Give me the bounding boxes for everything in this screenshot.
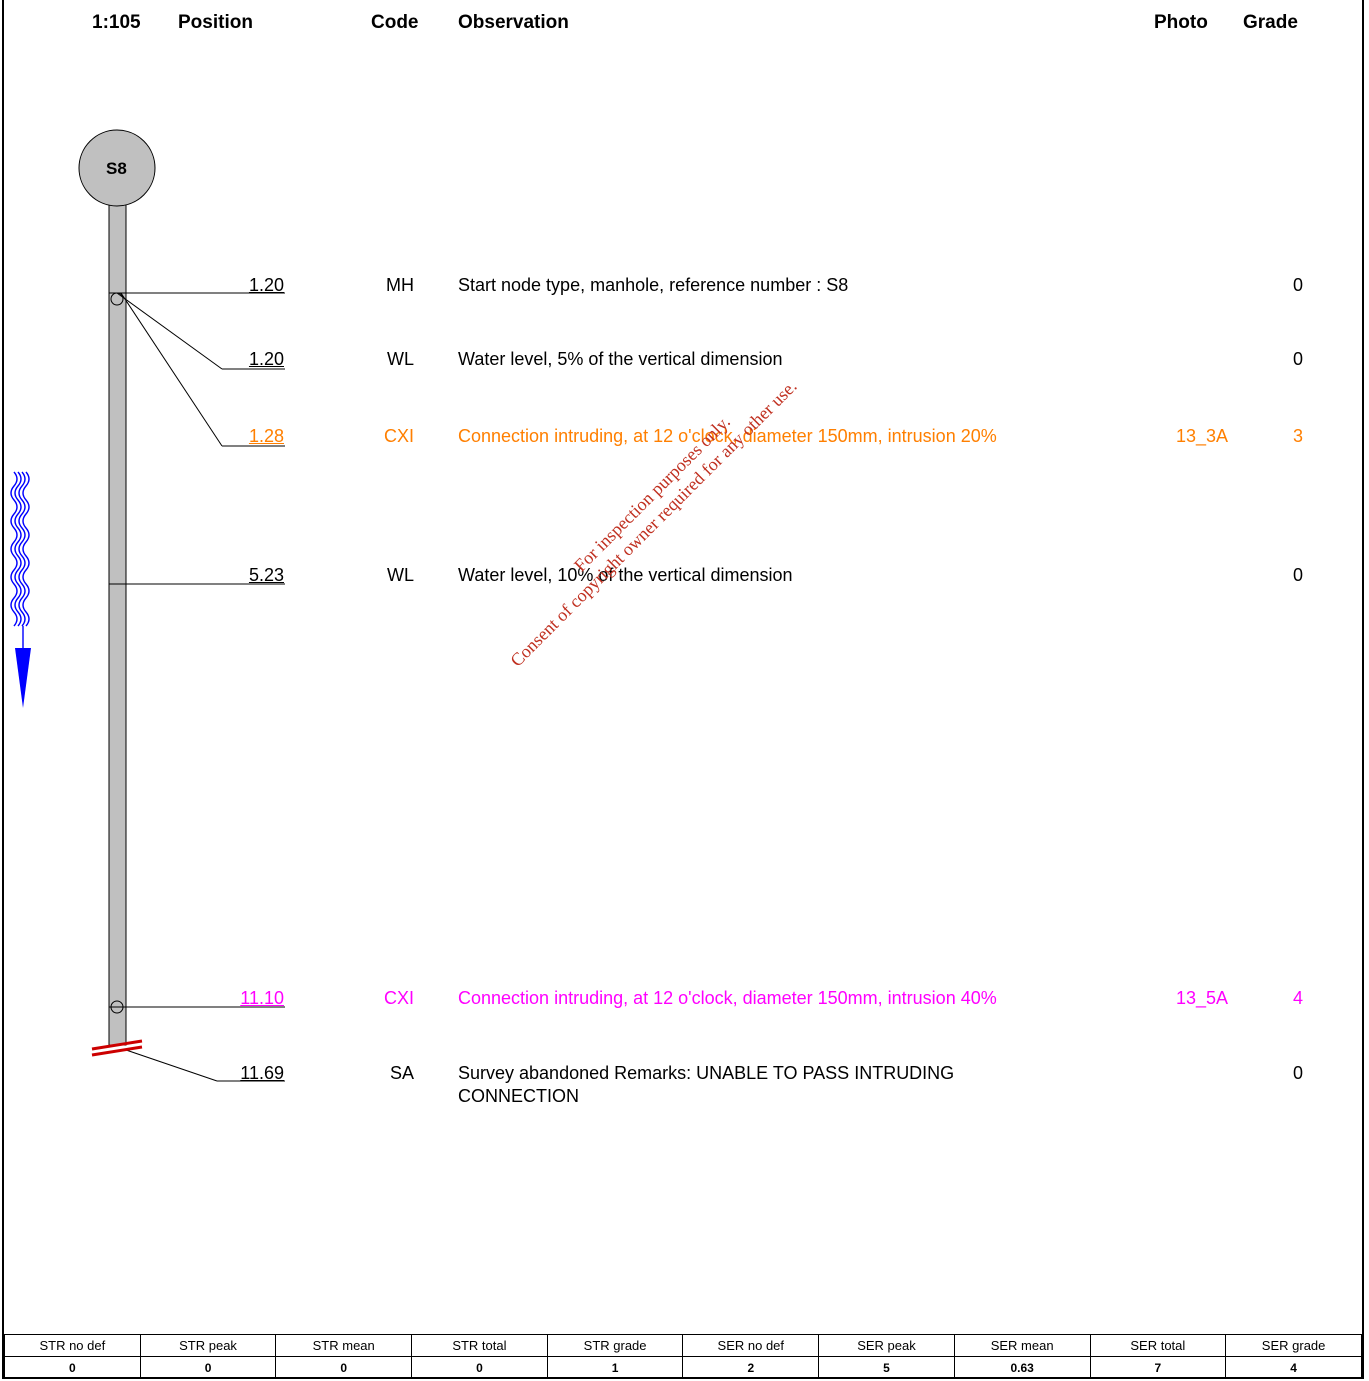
grade-header: Grade [1243, 12, 1298, 33]
observation-text-line1: Survey abandoned Remarks: UNABLE TO PASS… [458, 1063, 955, 1083]
position-header: Position [178, 12, 253, 33]
photo-ref[interactable]: 13_5A [1176, 988, 1229, 1008]
summary-header-cell: STR peak [139, 1334, 277, 1357]
observation-text-line2: CONNECTION [458, 1086, 579, 1106]
summary-values-row: 0 0 0 0 1 2 5 0.63 7 4 [4, 1356, 1362, 1379]
summary-header-cell: STR mean [275, 1334, 413, 1357]
summary-value-cell: 5 [818, 1356, 955, 1379]
summary-value-cell: 7 [1089, 1356, 1227, 1379]
grade-value: 0 [1292, 275, 1303, 295]
code-value: CXI [383, 426, 414, 446]
summary-header-cell: SER mean [953, 1334, 1091, 1357]
summary-header-cell: STR total [411, 1334, 548, 1357]
grade-value: 4 [1292, 988, 1303, 1008]
summary-value-cell: 0 [275, 1356, 413, 1379]
grade-value: 0 [1292, 1063, 1303, 1083]
summary-header-cell: SER peak [818, 1334, 955, 1357]
connection-symbol [110, 1000, 124, 1014]
start-node-manhole [78, 129, 156, 207]
observation-header: Observation [458, 12, 569, 33]
abandon-marker [91, 1039, 143, 1051]
summary-header-cell: SER grade [1225, 1334, 1362, 1357]
summary-value-cell: 1 [546, 1356, 684, 1379]
code-value: WL [387, 565, 414, 585]
leader-line-sa [125, 1049, 218, 1082]
summary-value-cell: 0 [4, 1356, 141, 1379]
position-value: 1.28 [248, 426, 284, 446]
summary-header-cell: STR no def [4, 1334, 141, 1357]
leader-line-cxi1 [120, 292, 223, 447]
photo-header: Photo [1154, 12, 1208, 33]
code-value: WL [387, 349, 414, 369]
position-value: 1.20 [248, 349, 284, 369]
code-header: Code [371, 12, 419, 33]
flow-arrow-head [15, 648, 31, 708]
summary-value-cell: 0 [411, 1356, 548, 1379]
summary-value-cell: 2 [682, 1356, 820, 1379]
leader-line-wl1 [116, 292, 223, 370]
pipe-body [108, 204, 127, 1046]
scale-label: 1:105 [92, 12, 141, 33]
observation-text: Water level, 10% of the vertical dimensi… [458, 565, 793, 585]
summary-header-row: STR no def STR peak STR mean STR total S… [4, 1334, 1362, 1357]
grade-value: 3 [1292, 426, 1303, 446]
photo-ref[interactable]: 13_3A [1176, 426, 1229, 446]
position-value: 11.10 [240, 988, 284, 1008]
summary-value-cell: 0.63 [953, 1356, 1091, 1379]
code-value: MH [386, 275, 414, 295]
code-value: SA [389, 1063, 414, 1083]
summary-value-cell: 4 [1225, 1356, 1362, 1379]
flow-direction-arrow [10, 471, 30, 648]
observation-text: Connection intruding, at 12 o'clock, dia… [458, 988, 997, 1008]
observation-text: Water level, 5% of the vertical dimensio… [458, 349, 783, 369]
code-value: CXI [383, 988, 414, 1008]
summary-value-cell: 0 [139, 1356, 277, 1379]
position-value: 11.69 [240, 1063, 284, 1083]
position-value: 1.20 [248, 275, 284, 295]
position-value: 5.23 [248, 565, 284, 585]
summary-header-cell: SER no def [682, 1334, 820, 1357]
start-node-label: S8 [106, 159, 127, 178]
grade-summary-table: STR no def STR peak STR mean STR total S… [4, 1334, 1362, 1379]
observation-text: Connection intruding, at 12 o'clock, dia… [458, 426, 997, 446]
grade-value: 0 [1292, 349, 1303, 369]
grade-value: 0 [1292, 565, 1303, 585]
summary-header-cell: STR grade [546, 1334, 684, 1357]
observation-text: Start node type, manhole, reference numb… [458, 275, 849, 295]
summary-header-cell: SER total [1089, 1334, 1227, 1357]
